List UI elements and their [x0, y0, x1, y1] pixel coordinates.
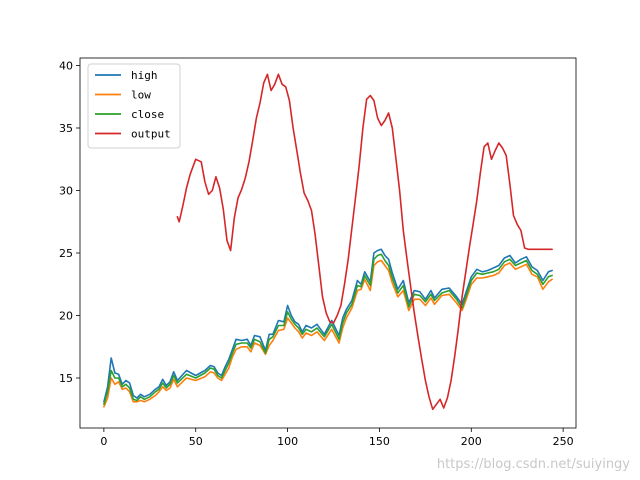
- legend-box: [87, 63, 181, 149]
- legend: high low close output: [87, 63, 181, 149]
- x-axis: 0 50 100 150 200 250: [100, 428, 574, 448]
- x-tick-label: 250: [553, 435, 574, 448]
- series-line-high: [103, 248, 553, 403]
- legend-label-close: close: [131, 108, 164, 121]
- x-tick-label: 150: [369, 435, 390, 448]
- watermark: https://blog.csdn.net/suiyingy: [436, 457, 630, 472]
- series-line-output: [176, 73, 553, 411]
- x-tick-label: 0: [100, 435, 107, 448]
- x-tick-label: 50: [189, 435, 203, 448]
- y-tick-label: 15: [59, 372, 73, 385]
- series-line-low: [103, 259, 553, 408]
- y-tick-label: 20: [59, 310, 73, 323]
- y-tick-label: 40: [59, 60, 73, 73]
- plot-frame: [79, 57, 577, 429]
- x-tick-label: 100: [277, 435, 298, 448]
- y-tick-label: 35: [59, 122, 73, 135]
- y-tick-label: 25: [59, 247, 73, 260]
- y-tick-label: 30: [59, 185, 73, 198]
- legend-label-output: output: [131, 128, 171, 141]
- x-tick-label: 200: [461, 435, 482, 448]
- legend-label-high: high: [131, 69, 158, 82]
- y-axis: 15 20 25 30 35 40: [59, 60, 80, 385]
- series-line-close: [103, 253, 553, 406]
- plot-lines: [103, 73, 553, 411]
- legend-label-low: low: [131, 89, 151, 102]
